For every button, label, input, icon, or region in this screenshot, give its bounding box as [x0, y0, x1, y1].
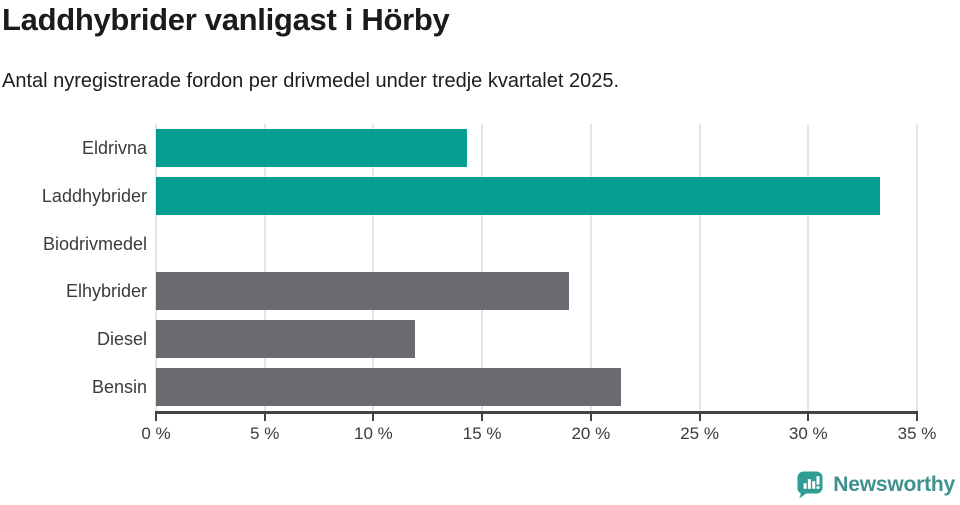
category-label-bensin: Bensin [91, 377, 147, 398]
gridline [916, 124, 918, 411]
bar-chart-plot-area: Eldrivna Laddhybrider Biodrivmedel Elhybrid… [42, 124, 936, 443]
x-tick-label: 5 % [250, 424, 280, 443]
newsworthy-logo-icon [797, 471, 823, 499]
x-tick-mark [263, 414, 266, 421]
x-tick-label: 15 % [462, 424, 502, 443]
x-tick-mark [589, 414, 592, 421]
category-label-diesel: Diesel [96, 329, 147, 350]
gridline [263, 124, 266, 411]
x-tick-label: 35 % [897, 424, 937, 443]
gridline [372, 124, 375, 411]
category-label-elhybrider: Elhybrider [65, 281, 147, 302]
gridline [481, 124, 484, 411]
chart-title: Laddhybrider vanligast i Hörby [2, 2, 450, 37]
newsworthy-logo: Newsworthy [796, 470, 955, 499]
bar-laddhybrider [156, 176, 881, 215]
newsworthy-logo-text: Newsworthy [833, 472, 955, 496]
x-tick-label: 10 % [354, 424, 393, 443]
gridline [698, 124, 701, 411]
x-tick-mark [916, 414, 918, 421]
bar-eldrivna [156, 128, 467, 167]
x-tick-label: 0 % [141, 424, 171, 443]
x-tick-mark [481, 414, 484, 421]
gridline [807, 124, 810, 411]
gridline [589, 124, 592, 411]
category-label-biodrivmedel: Biodrivmedel [42, 233, 147, 254]
bar-bensin [156, 368, 622, 407]
gridline [155, 124, 157, 411]
x-tick-label: 20 % [571, 424, 611, 443]
x-axis-line [155, 411, 918, 414]
bar-diesel [156, 320, 415, 359]
x-tick-mark [372, 414, 375, 421]
bar-elhybrider [156, 272, 570, 311]
chart-subtitle: Antal nyregistrerade fordon per drivmede… [2, 70, 620, 92]
category-label-eldrivna: Eldrivna [81, 137, 147, 158]
x-tick-label: 30 % [788, 424, 828, 443]
x-tick-mark [698, 414, 701, 421]
category-label-laddhybrider: Laddhybrider [41, 185, 147, 206]
x-tick-mark [807, 414, 810, 421]
x-tick-label: 25 % [680, 424, 719, 443]
x-tick-mark [155, 414, 157, 421]
